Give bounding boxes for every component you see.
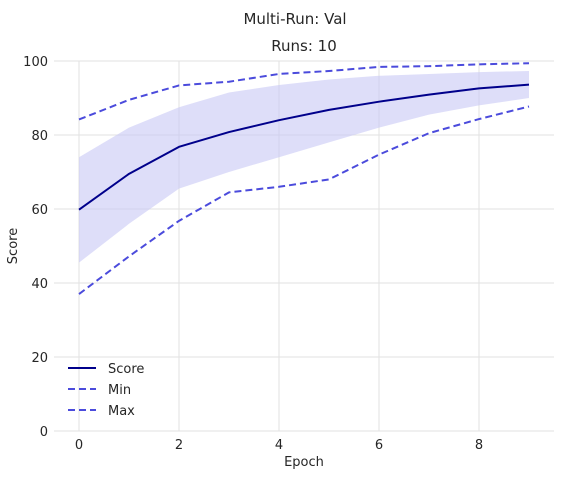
std-band xyxy=(79,70,529,263)
series-line-min xyxy=(78,105,530,295)
y-axis-label: Score xyxy=(6,228,21,264)
legend: Score Min Max xyxy=(68,362,144,419)
x-axis-label: Epoch xyxy=(284,455,324,470)
band-area xyxy=(79,70,529,263)
series-line-max xyxy=(78,62,530,121)
y-tick-label: 0 xyxy=(40,425,48,440)
legend-label-min: Min xyxy=(108,383,131,398)
y-tick-label: 60 xyxy=(31,203,48,218)
legend-label-score: Score xyxy=(108,362,144,377)
series-line-score xyxy=(78,83,530,211)
chart-suptitle: Multi-Run: Val xyxy=(243,10,346,28)
x-tick-label: 6 xyxy=(375,438,383,453)
y-tick-label: 80 xyxy=(31,129,48,144)
series-lines xyxy=(78,62,530,295)
x-tick-label: 8 xyxy=(475,438,483,453)
y-tick-label: 100 xyxy=(23,55,48,70)
y-tick-label: 20 xyxy=(31,351,48,366)
x-tick-label: 4 xyxy=(275,438,283,453)
y-tick-labels: 0 20 40 60 80 100 xyxy=(23,55,48,440)
legend-label-max: Max xyxy=(108,404,135,419)
y-tick-label: 40 xyxy=(31,277,48,292)
x-tick-labels: 0 2 4 6 8 xyxy=(75,438,483,453)
x-tick-label: 2 xyxy=(175,438,183,453)
x-tick-label: 0 xyxy=(75,438,83,453)
chart-title: Runs: 10 xyxy=(271,37,337,55)
